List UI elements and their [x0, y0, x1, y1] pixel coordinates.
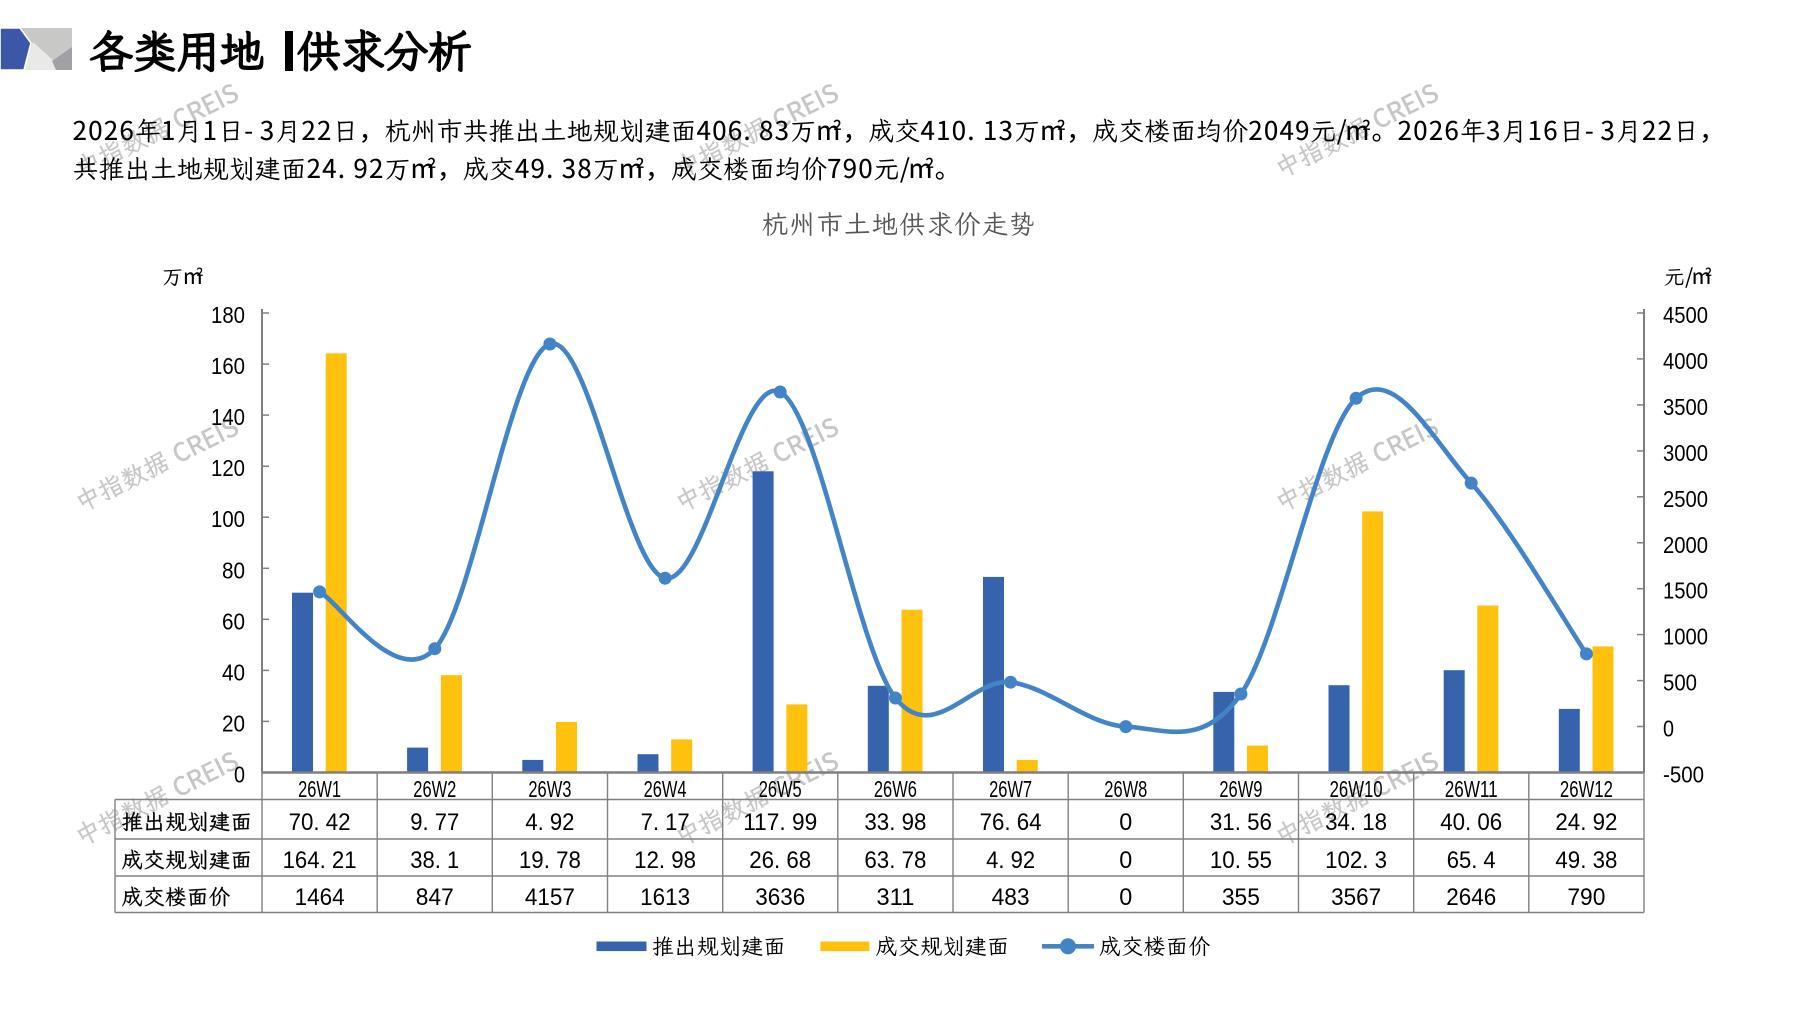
svg-text:24. 92: 24. 92	[1555, 809, 1617, 836]
svg-text:26W1: 26W1	[298, 776, 341, 802]
svg-text:3567: 3567	[1331, 884, 1381, 911]
svg-text:4157: 4157	[525, 884, 575, 911]
svg-text:164. 21: 164. 21	[283, 847, 357, 874]
svg-text:2646: 2646	[1446, 884, 1496, 911]
svg-text:180: 180	[211, 302, 245, 328]
svg-text:76. 64: 76. 64	[980, 809, 1042, 836]
svg-text:0: 0	[1119, 847, 1132, 874]
svg-text:140: 140	[211, 404, 245, 430]
svg-text:26W7: 26W7	[989, 776, 1032, 802]
svg-text:12. 98: 12. 98	[634, 847, 696, 874]
svg-text:63. 78: 63. 78	[864, 847, 926, 874]
svg-text:1000: 1000	[1663, 624, 1708, 650]
svg-text:100: 100	[211, 506, 245, 532]
svg-text:120: 120	[211, 455, 245, 481]
svg-text:4500: 4500	[1663, 302, 1708, 328]
svg-text:3500: 3500	[1663, 394, 1708, 420]
svg-text:26W12: 26W12	[1560, 776, 1613, 802]
svg-text:26W11: 26W11	[1445, 776, 1498, 802]
svg-text:4. 92: 4. 92	[986, 847, 1035, 874]
svg-text:0: 0	[1663, 716, 1674, 742]
svg-text:26W10: 26W10	[1330, 776, 1383, 802]
svg-text:19. 78: 19. 78	[519, 847, 581, 874]
svg-text:311: 311	[876, 884, 914, 911]
svg-text:33. 98: 33. 98	[864, 809, 926, 836]
svg-text:26W8: 26W8	[1104, 776, 1147, 802]
svg-text:31. 56: 31. 56	[1210, 809, 1272, 836]
svg-text:1613: 1613	[640, 884, 690, 911]
svg-text:2500: 2500	[1663, 486, 1708, 512]
svg-text:160: 160	[211, 353, 245, 379]
svg-text:26W5: 26W5	[759, 776, 802, 802]
svg-text:0: 0	[1119, 809, 1132, 836]
svg-text:117. 99: 117. 99	[743, 809, 817, 836]
svg-text:65. 4: 65. 4	[1447, 847, 1496, 874]
svg-text:790: 790	[1567, 884, 1605, 911]
svg-text:847: 847	[416, 884, 454, 911]
svg-text:355: 355	[1222, 884, 1260, 911]
svg-text:60: 60	[222, 608, 245, 634]
svg-text:3636: 3636	[755, 884, 805, 911]
svg-text:34. 18: 34. 18	[1325, 809, 1387, 836]
svg-text:4. 92: 4. 92	[525, 809, 574, 836]
svg-text:1500: 1500	[1663, 578, 1708, 604]
svg-text:102. 3: 102. 3	[1325, 847, 1387, 874]
svg-text:26W9: 26W9	[1219, 776, 1262, 802]
svg-text:9. 77: 9. 77	[410, 809, 459, 836]
svg-text:7. 17: 7. 17	[641, 809, 690, 836]
svg-text:26W4: 26W4	[644, 776, 687, 802]
svg-text:3000: 3000	[1663, 440, 1708, 466]
svg-text:20: 20	[222, 710, 245, 736]
svg-text:0: 0	[234, 762, 245, 788]
svg-text:49. 38: 49. 38	[1555, 847, 1617, 874]
svg-text:38. 1: 38. 1	[410, 847, 459, 874]
svg-text:4000: 4000	[1663, 348, 1708, 374]
svg-text:2000: 2000	[1663, 532, 1708, 558]
svg-text:80: 80	[222, 557, 245, 583]
svg-text:26W3: 26W3	[528, 776, 571, 802]
svg-text:-500: -500	[1663, 762, 1704, 788]
svg-text:10. 55: 10. 55	[1210, 847, 1272, 874]
svg-text:26W6: 26W6	[874, 776, 917, 802]
svg-text:500: 500	[1663, 670, 1697, 696]
svg-text:70. 42: 70. 42	[289, 809, 351, 836]
svg-text:40: 40	[222, 659, 245, 685]
svg-text:40. 06: 40. 06	[1440, 809, 1502, 836]
svg-text:26W2: 26W2	[413, 776, 456, 802]
svg-text:26. 68: 26. 68	[749, 847, 811, 874]
svg-text:1464: 1464	[295, 884, 345, 911]
svg-text:0: 0	[1119, 884, 1132, 911]
svg-text:483: 483	[992, 884, 1030, 911]
